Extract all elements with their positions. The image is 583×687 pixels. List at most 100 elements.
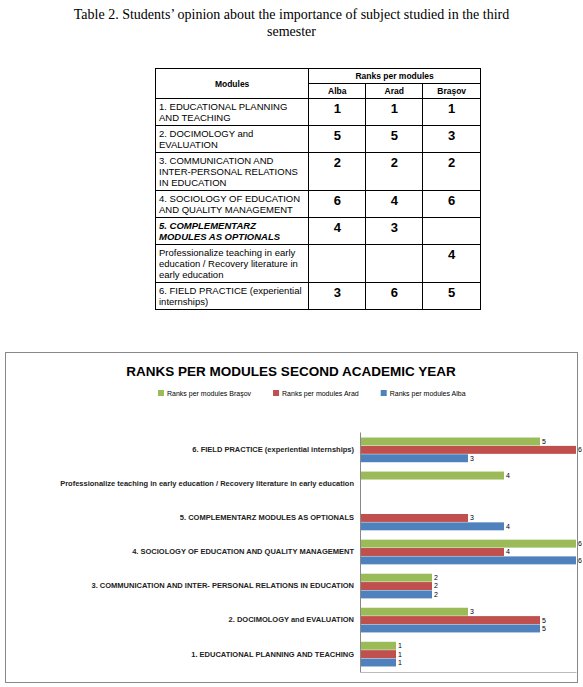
row-label: 2. DOCIMOLOGY and EVALUATION bbox=[156, 126, 309, 153]
chart: RANKS PER MODULES SECOND ACADEMIC YEAR Ra… bbox=[0, 0, 583, 687]
chart-frame bbox=[6, 353, 578, 683]
table-row: 6. FIELD PRACTICE (experiential internsh… bbox=[156, 283, 481, 310]
data-label: 2 bbox=[434, 591, 438, 598]
rank-cell: 6 bbox=[309, 191, 366, 218]
tick-label: 2. DOCIMOLOGY and EVALUATION bbox=[229, 615, 354, 624]
rank-cell: 6 bbox=[423, 191, 481, 218]
rank-cell: 4 bbox=[366, 191, 423, 218]
header-cell: Modules bbox=[156, 69, 309, 99]
header-cell: Alba bbox=[309, 84, 366, 99]
rank-cell: 1 bbox=[309, 99, 366, 126]
bar bbox=[360, 608, 468, 616]
row-label: 4. SOCIOLOGY OF EDUCATION AND QUALITY MA… bbox=[156, 191, 309, 218]
table-row: 3. COMMUNICATION AND INTER-PERSONAL RELA… bbox=[156, 153, 481, 191]
row-label: 3. COMMUNICATION AND INTER-PERSONAL RELA… bbox=[156, 153, 309, 191]
rank-cell: 6 bbox=[366, 283, 423, 310]
rank-cell: 1 bbox=[423, 99, 481, 126]
legend-swatch bbox=[381, 390, 387, 396]
data-label: 5 bbox=[542, 617, 546, 624]
caption: Table 2. Students’ opinion about the imp… bbox=[60, 6, 523, 40]
bar bbox=[360, 514, 468, 522]
axis-line bbox=[361, 672, 577, 673]
data-label: 1 bbox=[398, 659, 402, 666]
table-row: 5. COMPLEMENTARZ MODULES AS OPTIONALS43 bbox=[156, 218, 481, 245]
bar bbox=[360, 650, 396, 658]
rank-cell: 2 bbox=[423, 153, 481, 191]
table: ModulesRanks per modulesAlbaAradBraşov1.… bbox=[155, 68, 481, 310]
data-label: 4 bbox=[506, 548, 510, 555]
row-label: 5. COMPLEMENTARZ MODULES AS OPTIONALS bbox=[156, 218, 309, 245]
chart-title: RANKS PER MODULES SECOND ACADEMIC YEAR bbox=[126, 364, 456, 379]
data-label: 3 bbox=[470, 514, 474, 521]
legend-label: Ranks per modules Arad bbox=[282, 390, 359, 398]
data-label: 3 bbox=[470, 608, 474, 615]
row-label: Professionalize teaching in early educat… bbox=[156, 245, 309, 283]
rank-cell bbox=[366, 245, 423, 283]
data-label: 2 bbox=[434, 582, 438, 589]
tick: 6. FIELD PRACTICE (experiential internsh… bbox=[192, 445, 360, 454]
data-label: 6 bbox=[578, 557, 582, 564]
legend-swatch bbox=[158, 390, 164, 396]
row-label: 6. FIELD PRACTICE (experiential internsh… bbox=[156, 283, 309, 310]
rank-cell: 3 bbox=[366, 218, 423, 245]
rank-cell: 1 bbox=[366, 99, 423, 126]
table-row: 1. EDUCATIONAL PLANNING AND TEACHING111 bbox=[156, 99, 481, 126]
rank-cell: 2 bbox=[309, 153, 366, 191]
bar bbox=[360, 590, 432, 598]
legend-label: Ranks per modules Braşov bbox=[167, 390, 252, 398]
rank-cell: 2 bbox=[366, 153, 423, 191]
data-label: 2 bbox=[434, 574, 438, 581]
header-row: AlbaAradBraşov bbox=[156, 84, 481, 99]
data-label: 5 bbox=[542, 438, 546, 445]
bar bbox=[360, 446, 576, 454]
tick-label: 1. EDUCATIONAL PLANNING AND TEACHING bbox=[191, 650, 354, 659]
y-axis: 1. EDUCATIONAL PLANNING AND TEACHING 2. D… bbox=[60, 433, 360, 673]
bar bbox=[360, 642, 396, 650]
data-label: 6 bbox=[578, 540, 582, 547]
tick: 4. SOCIOLOGY OF EDUCATION AND QUALITY MA… bbox=[132, 547, 360, 556]
bar bbox=[360, 582, 432, 590]
rank-cell bbox=[423, 218, 481, 245]
bar bbox=[360, 472, 504, 480]
bar bbox=[360, 548, 504, 556]
data-label: 6 bbox=[578, 446, 582, 453]
tick-label: 5. COMPLEMENTARZ MODULES AS OPTIONALS bbox=[180, 513, 354, 522]
tick-label: 3. COMMUNICATION AND INTER- PERSONAL REL… bbox=[92, 581, 355, 590]
rank-cell: 5 bbox=[309, 126, 366, 153]
rank-cell: 3 bbox=[423, 126, 481, 153]
data-label: 5 bbox=[542, 625, 546, 632]
data-label: 4 bbox=[506, 472, 510, 479]
data-label: 4 bbox=[506, 523, 510, 530]
tick-label: Professionalize teaching in early educat… bbox=[60, 479, 354, 488]
tick: 5. COMPLEMENTARZ MODULES AS OPTIONALS bbox=[180, 513, 360, 522]
bar bbox=[360, 574, 432, 582]
header-cell: Braşov bbox=[423, 84, 481, 99]
legend: Ranks per modules Braşov Ranks per module… bbox=[158, 390, 466, 398]
data-labels: 1 5 2 6 4 3 1 5 2 4 3 6 1 3 2 6 4 5 bbox=[398, 438, 582, 666]
x-axis bbox=[361, 672, 577, 673]
bar bbox=[360, 522, 504, 530]
data-label: 3 bbox=[470, 455, 474, 462]
header-cell: Arad bbox=[366, 84, 423, 99]
bar bbox=[360, 438, 540, 446]
rank-cell: 5 bbox=[423, 283, 481, 310]
bar bbox=[360, 454, 468, 462]
table-row: 4. SOCIOLOGY OF EDUCATION AND QUALITY MA… bbox=[156, 191, 481, 218]
rank-cell: 3 bbox=[309, 283, 366, 310]
rank-cell: 4 bbox=[423, 245, 481, 283]
rank-cell: 4 bbox=[309, 218, 366, 245]
legend-label: Ranks per modules Alba bbox=[390, 390, 466, 398]
bars bbox=[360, 438, 576, 667]
data-label: 1 bbox=[398, 651, 402, 658]
table-row: Professionalize teaching in early educat… bbox=[156, 245, 481, 283]
header-cell: Ranks per modules bbox=[309, 69, 481, 84]
bar bbox=[360, 540, 576, 548]
bar bbox=[360, 556, 576, 564]
rank-cell: 5 bbox=[366, 126, 423, 153]
tick-label: 4. SOCIOLOGY OF EDUCATION AND QUALITY MA… bbox=[132, 547, 354, 556]
data-label: 1 bbox=[398, 642, 402, 649]
legend-swatch bbox=[273, 390, 279, 396]
bar bbox=[360, 659, 396, 667]
rank-cell bbox=[309, 245, 366, 283]
tick: 2. DOCIMOLOGY and EVALUATION bbox=[229, 615, 360, 624]
